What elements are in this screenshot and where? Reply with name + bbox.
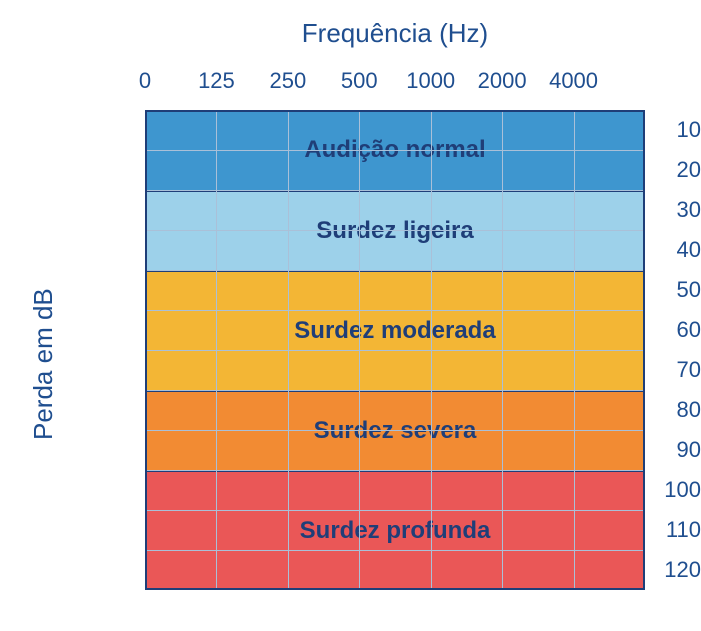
hearing-loss-band: Audição normal [145,110,645,190]
hearing-loss-band: Surdez severa [145,390,645,470]
x-tick-label: 250 [269,68,306,94]
band-label: Surdez severa [314,417,477,445]
x-axis-title: Frequência (Hz) [0,18,645,49]
hearing-loss-bands: Audição normal Surdez ligeira Surdez moder… [145,110,645,590]
hearing-loss-band: Surdez ligeira [145,190,645,270]
y-axis-title: Perda em dB [28,288,59,440]
band-label: Audição normal [304,136,485,164]
x-tick-label: 125 [198,68,235,94]
x-tick-label: 2000 [478,68,527,94]
hearing-loss-band: Surdez moderada [145,270,645,390]
band-label: Surdez moderada [294,317,495,345]
plot-area: Audição normal Surdez ligeira Surdez moder… [145,110,645,590]
x-tick-label: 0 [139,68,151,94]
band-label: Surdez ligeira [316,217,473,245]
x-tick-label: 1000 [406,68,455,94]
audiogram-chart: Frequência (Hz) 0 125 250 500 1000 2000 4000 P… [0,0,701,631]
x-tick-label: 4000 [549,68,598,94]
band-label: Surdez profunda [300,517,491,545]
x-tick-label: 500 [341,68,378,94]
hearing-loss-band: Surdez profunda [145,470,645,590]
